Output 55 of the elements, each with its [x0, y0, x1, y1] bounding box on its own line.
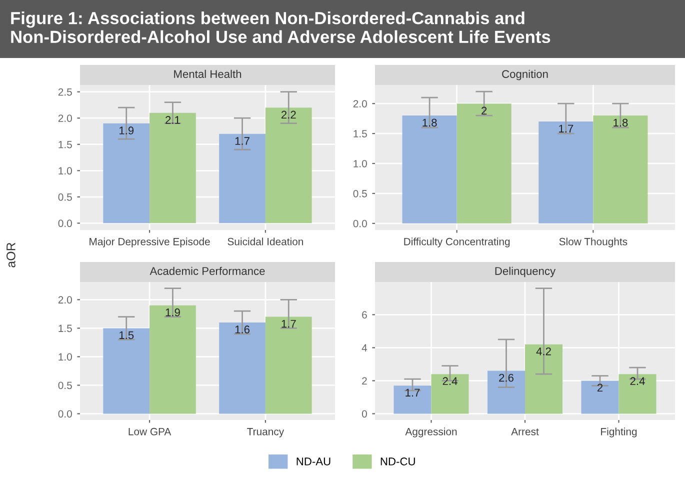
data-label: 1.9 — [166, 308, 180, 316]
y-tick-label: 0.5 — [58, 193, 72, 201]
data-label: 2.6 — [499, 374, 514, 382]
legend-label: ND-AU — [296, 458, 330, 466]
data-label: 1.8 — [422, 118, 437, 127]
data-label: 2.2 — [281, 110, 296, 119]
data-label: 1.7 — [406, 388, 420, 396]
y-tick-label: 0.0 — [353, 220, 367, 228]
chart-title: Mental Health — [174, 70, 242, 78]
y-tick-label: 0.5 — [353, 190, 367, 198]
y-tick-label: 2 — [362, 377, 367, 384]
y-tick-label: 1.0 — [58, 353, 72, 361]
y-tick-label: 0 — [362, 410, 367, 418]
y-tick-label: 4 — [362, 344, 368, 352]
y-axis-title: aOR — [6, 242, 16, 268]
data-label: 2 — [597, 384, 603, 392]
y-tick-label: 1.5 — [58, 324, 72, 332]
y-tick-label: 6 — [362, 311, 367, 319]
x-tick-label: Major Depressive Episode — [90, 238, 210, 248]
y-tick-label: 1.5 — [58, 140, 72, 148]
y-tick-label: 0.5 — [58, 382, 72, 390]
data-label: 1.7 — [282, 320, 296, 328]
y-tick-label: 2.5 — [58, 88, 72, 96]
y-tick-label: 1.5 — [354, 130, 367, 138]
chart-title: Delinquency — [495, 266, 556, 278]
chart-title: Cognition — [502, 70, 548, 80]
y-tick-label: 0.0 — [58, 220, 72, 228]
caption: Figure 1: Associations between Non-Disordered-Cannabis and Non-Disordered-Alcohol Use and Adverse Adolescent Life Events — [11, 12, 550, 44]
x-tick-label: Suicidal Ideation — [228, 238, 303, 246]
data-label: 4.2 — [536, 347, 551, 356]
x-tick-label: Low GPA — [128, 428, 172, 436]
x-tick-label: Truancy — [247, 428, 284, 438]
x-tick-label: Aggression — [405, 428, 457, 438]
x-tick-label: Difficulty Concentrating — [404, 238, 510, 248]
data-label: 1.8 — [614, 118, 628, 127]
y-tick-label: 1.0 — [58, 167, 72, 175]
y-tick-label: 2.0 — [58, 296, 72, 304]
y-tick-label: 2.0 — [353, 100, 367, 108]
y-tick-label: 0.0 — [58, 410, 72, 418]
data-label: 1.9 — [119, 126, 134, 134]
chart-title: Academic Performance — [150, 266, 265, 275]
data-label: 1.5 — [119, 331, 134, 340]
x-tick-label: Arrest — [511, 428, 539, 436]
x-tick-label: Slow Thoughts — [559, 238, 628, 248]
data-label: 1.7 — [559, 124, 574, 132]
data-label: 1.7 — [235, 137, 250, 145]
y-tick-label: 2.0 — [58, 114, 72, 122]
data-label: 2.1 — [166, 116, 180, 124]
x-tick-label: Fighting — [601, 428, 637, 438]
y-tick-label: 1.0 — [354, 160, 367, 168]
legend-label: ND-CU — [380, 458, 415, 466]
data-label: 2.4 — [630, 377, 645, 385]
data-label: 2 — [482, 106, 487, 115]
data-label: 1.6 — [235, 326, 250, 334]
data-label: 2.4 — [442, 377, 458, 385]
